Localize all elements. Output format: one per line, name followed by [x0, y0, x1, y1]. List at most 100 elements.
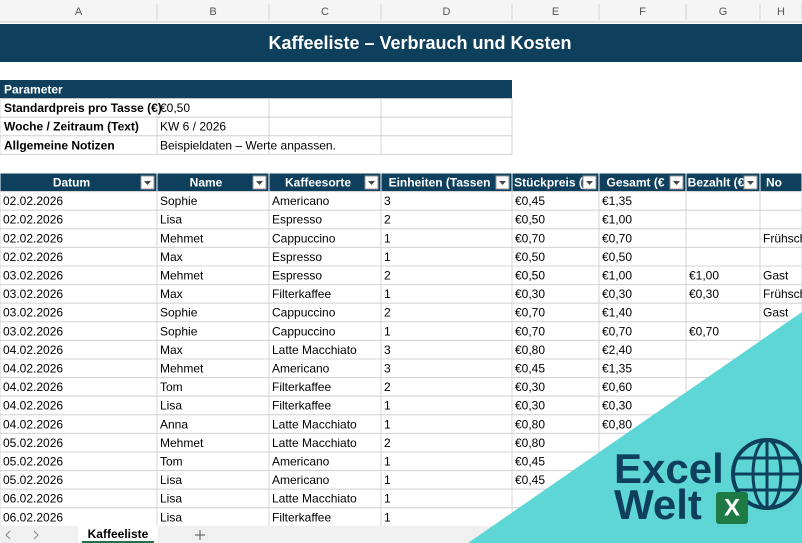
cell-text: 3	[384, 343, 391, 357]
cell-text: 02.02.2026	[3, 194, 63, 208]
table-header-text: Stückpreis (	[514, 175, 583, 189]
cell-text: 3	[384, 361, 391, 375]
cell-text: €0,70	[602, 231, 632, 245]
cell-text: €0,30	[515, 399, 545, 413]
cell-text: Espresso	[272, 250, 322, 264]
table-cell	[380, 228, 513, 248]
table-cell	[380, 432, 513, 453]
cell-text: Gast	[763, 268, 789, 282]
parameter-cell	[268, 98, 382, 118]
cell-text: €0,70	[515, 324, 545, 338]
parameter-header-text: Parameter	[4, 82, 63, 96]
cell-text: €1,00	[602, 213, 632, 227]
cell-text: €0,30	[515, 380, 545, 394]
cell-text: €2,40	[602, 343, 632, 357]
column-letter[interactable]: D	[443, 6, 451, 18]
cell-text: 04.02.2026	[3, 343, 63, 357]
table-cell	[685, 302, 761, 323]
cell-text: €1,35	[602, 194, 632, 208]
cell-text: Sophie	[160, 306, 198, 320]
column-letter[interactable]: G	[719, 6, 728, 18]
table-cell	[380, 302, 513, 323]
cell-text: 1	[384, 473, 391, 487]
table-cell	[380, 209, 513, 230]
cell-text: €0,45	[515, 361, 545, 375]
cell-text: €0,80	[515, 417, 545, 431]
table-header-text: Name	[190, 175, 223, 189]
cell-text: 1	[384, 510, 391, 524]
cell-text: €0,70	[515, 231, 545, 245]
column-letter[interactable]: H	[777, 6, 785, 18]
cell-text: Espresso	[272, 268, 322, 282]
scroll-left[interactable]	[5, 530, 11, 540]
filter-arrow	[747, 181, 754, 185]
cell-text: 2	[384, 306, 391, 320]
cell-text: 04.02.2026	[3, 417, 63, 431]
cell-text: 05.02.2026	[3, 436, 63, 450]
cell-text: 1	[384, 417, 391, 431]
column-letter[interactable]: A	[75, 6, 83, 18]
table-cell	[380, 377, 513, 397]
parameter-cell	[380, 98, 513, 118]
cell-text: €1,35	[602, 361, 632, 375]
table-cell	[380, 451, 513, 472]
table-cell	[685, 209, 761, 230]
cell-text: €1,40	[602, 306, 632, 320]
cell-text: Lisa	[160, 510, 182, 524]
table-header-text: Datum	[53, 175, 90, 189]
cell-text: Lisa	[160, 399, 182, 413]
column-letter[interactable]: F	[639, 6, 646, 18]
cell-text: Mehmet	[160, 361, 204, 375]
parameter-label: Standardpreis pro Tasse (€)	[4, 101, 162, 115]
cell-text: 1	[384, 454, 391, 468]
table-cell	[380, 488, 513, 509]
cell-text: Cappuccino	[272, 324, 336, 338]
cell-text: 2	[384, 213, 391, 227]
cell-text: 1	[384, 231, 391, 245]
table-cell	[685, 246, 761, 267]
cell-text: Sophie	[160, 194, 198, 208]
table-cell	[380, 191, 513, 211]
table-cell	[759, 191, 802, 211]
scroll-right[interactable]	[33, 530, 39, 540]
column-letter[interactable]: C	[321, 6, 329, 18]
filter-arrow	[368, 181, 375, 185]
cell-text: 2	[384, 380, 391, 394]
table-cell	[685, 191, 761, 211]
cell-text: Lisa	[160, 213, 182, 227]
table-header-text: Einheiten (Tassen	[389, 175, 491, 189]
cell-text: Mehmet	[160, 436, 204, 450]
cell-text: €0,30	[602, 399, 632, 413]
title-bar	[0, 24, 802, 62]
cell-text: €0,60	[602, 380, 632, 394]
cell-text: Latte Macchiato	[272, 343, 357, 357]
cell-text: Filterkaffee	[272, 380, 331, 394]
cell-text: €0,70	[515, 306, 545, 320]
parameter-label: Allgemeine Notizen	[4, 138, 115, 152]
sheet-tab[interactable]	[78, 525, 158, 543]
logo-badge-text: X	[724, 494, 740, 521]
cell-text: Americano	[272, 473, 330, 487]
cell-text: 1	[384, 492, 391, 506]
table-cell	[380, 339, 513, 360]
cell-text: Tom	[160, 380, 183, 394]
cell-text: €0,50	[515, 268, 545, 282]
filter-arrow	[144, 181, 151, 185]
cell-text: €0,50	[602, 250, 632, 264]
filter-arrow	[673, 181, 680, 185]
column-letter[interactable]: E	[552, 6, 559, 18]
cell-text: 05.02.2026	[3, 473, 63, 487]
cell-text: 2	[384, 268, 391, 282]
table-cell	[380, 265, 513, 286]
cell-text: 03.02.2026	[3, 287, 63, 301]
cell-text: Anna	[160, 417, 188, 431]
cell-text: Latte Macchiato	[272, 436, 357, 450]
cell-text: Filterkaffee	[272, 510, 331, 524]
cell-text: Max	[160, 343, 183, 357]
column-letter[interactable]: B	[209, 6, 216, 18]
table-header-text: Gesamt (€	[606, 175, 664, 189]
filter-arrow	[586, 181, 593, 185]
add-sheet[interactable]	[195, 530, 205, 540]
